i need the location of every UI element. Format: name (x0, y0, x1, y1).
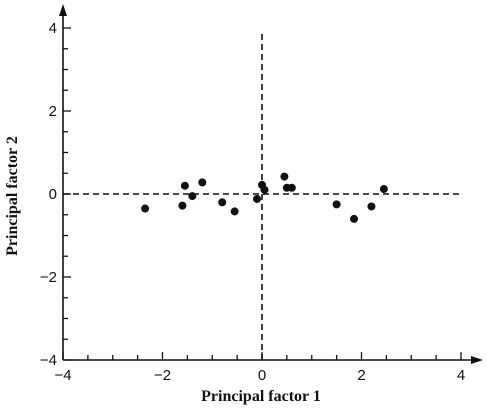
data-point (350, 214, 359, 223)
data-point (198, 178, 207, 187)
axes (59, 4, 483, 364)
y-tick-label: −2 (40, 269, 57, 286)
data-point (180, 181, 189, 190)
y-tick-label: 4 (49, 20, 57, 37)
data-point (188, 192, 197, 201)
x-tick-label: −2 (154, 367, 171, 384)
reference-lines (63, 32, 461, 360)
data-point (379, 185, 388, 194)
tick-labels: −4 −2 0 2 4 −4 −2 0 2 4 (40, 20, 465, 384)
y-axis-arrow (59, 4, 67, 16)
data-point (332, 200, 341, 209)
x-axis-arrow (471, 356, 483, 364)
x-tick-label: 2 (357, 367, 365, 384)
x-tick-label: 4 (457, 367, 465, 384)
y-axis-label: Principal factor 2 (4, 136, 21, 256)
data-point (287, 183, 296, 192)
x-tick-label: 0 (258, 367, 266, 384)
data-point (280, 172, 289, 181)
y-tick-label: −4 (40, 352, 57, 369)
y-tick-label: 0 (49, 186, 57, 203)
data-point (141, 204, 150, 213)
x-axis-label: Principal factor 1 (201, 388, 321, 405)
data-point (218, 198, 227, 207)
data-point (367, 202, 376, 211)
data-point (178, 201, 187, 210)
data-points (141, 172, 388, 223)
x-tick-label: −4 (54, 367, 71, 384)
data-point (260, 185, 269, 194)
y-tick-label: 2 (49, 103, 57, 120)
data-point (230, 207, 239, 216)
data-point (253, 194, 262, 203)
